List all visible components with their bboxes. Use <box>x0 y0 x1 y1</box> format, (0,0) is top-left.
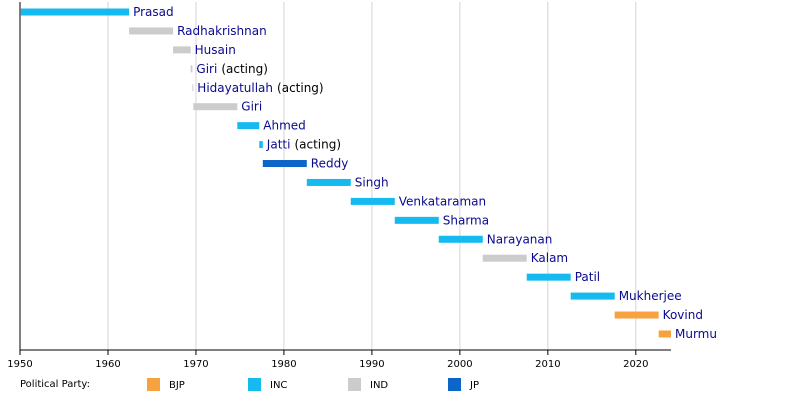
president-name: Mukherjee <box>619 289 682 303</box>
x-tick-label: 1950 <box>7 359 32 370</box>
acting-note: (acting) <box>277 80 324 94</box>
x-tick-label: 1980 <box>271 359 296 370</box>
president-label: Murmu <box>675 326 717 340</box>
term-bar <box>658 330 671 338</box>
term-bar <box>350 197 395 205</box>
president-label: Reddy <box>311 156 349 170</box>
term-bar <box>237 122 260 130</box>
x-tick-label: 1960 <box>95 359 120 370</box>
president-label: Husain <box>195 42 236 56</box>
term-bar <box>306 178 351 186</box>
term-bar <box>193 103 238 111</box>
president-label: Ahmed <box>263 118 306 132</box>
president-label: Hidayatullah (acting) <box>197 80 323 94</box>
acting-note: (acting) <box>221 61 268 75</box>
president-label: Kovind <box>663 308 703 322</box>
president-label: Prasad <box>133 5 174 19</box>
legend-label: INC <box>270 380 287 391</box>
president-label: Sharma <box>443 213 489 227</box>
president-label: Giri <box>241 99 262 113</box>
president-label: Kalam <box>531 251 568 265</box>
president-name: Narayanan <box>487 232 553 246</box>
president-name: Radhakrishnan <box>177 23 267 37</box>
term-bar <box>570 292 615 300</box>
president-name: Jatti <box>266 137 291 151</box>
president-name: Reddy <box>311 156 349 170</box>
term-bar <box>482 254 527 262</box>
president-name: Ahmed <box>263 118 306 132</box>
president-name: Patil <box>575 270 600 284</box>
president-label: Venkataraman <box>399 194 486 208</box>
term-bar <box>394 216 439 224</box>
legend-swatch <box>448 378 461 391</box>
president-name: Kovind <box>663 308 703 322</box>
president-name: Kalam <box>531 251 568 265</box>
term-bar <box>173 46 191 54</box>
term-bar <box>526 273 571 281</box>
president-name: Singh <box>355 175 389 189</box>
president-label: Radhakrishnan <box>177 23 267 37</box>
president-name: Hidayatullah <box>197 80 273 94</box>
legend-swatch <box>348 378 361 391</box>
president-name: Prasad <box>133 5 174 19</box>
legend-label: IND <box>370 380 388 391</box>
legend-label: BJP <box>169 380 185 391</box>
legend-swatch <box>248 378 261 391</box>
president-name: Venkataraman <box>399 194 486 208</box>
x-tick-label: 1970 <box>183 359 208 370</box>
legend-label: JP <box>469 380 479 391</box>
x-tick-label: 1990 <box>359 359 384 370</box>
x-tick-label: 2000 <box>447 359 472 370</box>
president-name: Giri <box>196 61 217 75</box>
term-bar <box>192 84 194 92</box>
president-label: Singh <box>355 175 389 189</box>
x-tick-label: 2020 <box>623 359 648 370</box>
term-bar <box>614 311 659 319</box>
term-bar <box>438 235 483 243</box>
term-bar <box>20 8 130 16</box>
president-label: Narayanan <box>487 232 553 246</box>
x-tick-label: 2010 <box>535 359 560 370</box>
president-name: Husain <box>195 42 236 56</box>
term-bar <box>129 27 174 35</box>
term-bar <box>259 141 263 149</box>
term-bar <box>262 160 307 168</box>
president-label: Patil <box>575 270 600 284</box>
president-name: Murmu <box>675 326 717 340</box>
president-label: Jatti (acting) <box>266 137 341 151</box>
president-label: Mukherjee <box>619 289 682 303</box>
president-label: Giri (acting) <box>196 61 267 75</box>
legend-title: Political Party: <box>20 379 90 390</box>
legend-swatch <box>147 378 160 391</box>
president-name: Giri <box>241 99 262 113</box>
acting-note: (acting) <box>294 137 341 151</box>
president-name: Sharma <box>443 213 489 227</box>
term-bar <box>190 65 193 73</box>
